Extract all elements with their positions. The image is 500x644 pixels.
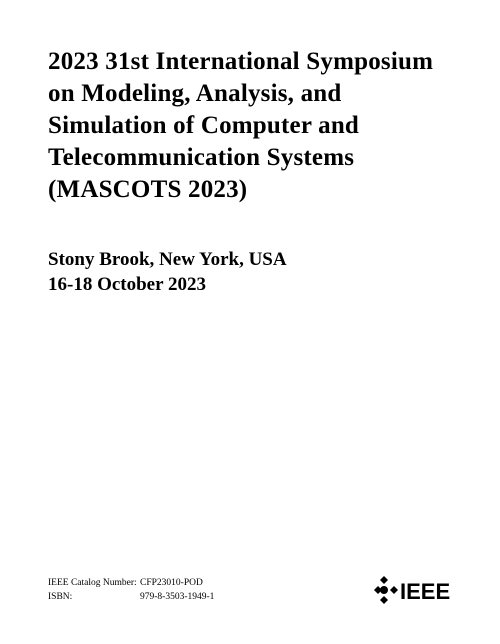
- isbn-label: ISBN:: [48, 590, 140, 604]
- catalog-number-row: IEEE Catalog Number: CFP23010-POD: [48, 576, 214, 590]
- isbn-value: 979-8-3503-1949-1: [140, 590, 214, 604]
- dates-text: 16-18 October 2023: [48, 273, 460, 298]
- catalog-number-value: CFP23010-POD: [140, 576, 203, 590]
- ieee-logo-text: IEEE: [400, 579, 450, 604]
- footer-row: IEEE Catalog Number: CFP23010-POD ISBN: …: [48, 576, 460, 605]
- catalog-block: IEEE Catalog Number: CFP23010-POD ISBN: …: [48, 576, 214, 605]
- isbn-row: ISBN: 979-8-3503-1949-1: [48, 590, 214, 604]
- location-text: Stony Brook, New York, USA: [48, 248, 460, 273]
- catalog-number-label: IEEE Catalog Number:: [48, 576, 140, 590]
- proceedings-cover: 2023 31st International Symposium on Mod…: [0, 0, 500, 644]
- ieee-logo: IEEE: [374, 576, 460, 604]
- proceedings-title: 2023 31st International Symposium on Mod…: [48, 46, 460, 206]
